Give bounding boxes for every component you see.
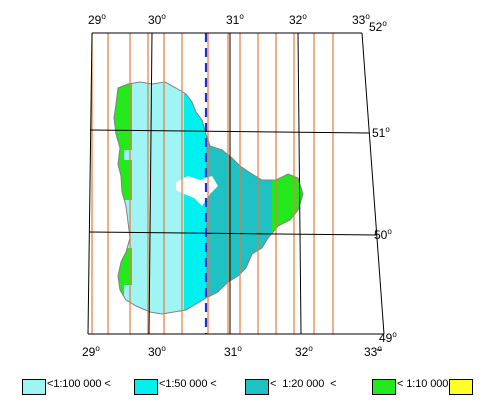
legend-label: <1:50 000 < [159,378,217,390]
bottom-longitude-label: 30o [148,344,166,359]
sheet-strip-lines [91,33,334,334]
zone-patch [124,150,134,160]
graticule-line [89,129,370,134]
right-latitude-label: 50o [374,227,392,242]
bottom-longitude-label: 29o [82,344,100,359]
graticule [87,32,385,335]
legend-item-1-20000: < 1:20 000 < [245,376,360,398]
right-latitude-label: 49o [379,330,397,345]
legend-item-1-100000: <1:100 000 < [22,376,126,398]
legend-label: <1:100 000 < [47,378,111,390]
top-longitude-label: 31o [226,12,244,27]
legend: <1:100 000 < <1:50 000 < < 1:20 000 < < … [22,376,474,398]
legend-swatch [134,379,158,395]
bottom-longitude-label: 31o [224,344,242,359]
right-latitude-label: 52o [369,19,387,34]
top-longitude-label: 29o [88,12,106,27]
legend-item-1-50000: <1:50 000 < [134,376,234,398]
graticule-line [87,32,93,335]
graticule-line [297,32,302,335]
zone-1-10000-east [272,82,303,314]
top-longitude-label: 33o [352,12,370,27]
bottom-longitude-label: 33o [364,344,382,359]
legend-item-1-10000: < 1:10 000 < [372,376,458,398]
graticule-line [88,231,378,236]
legend-item-top-class [449,376,475,398]
legend-swatch [372,379,396,395]
region-outline [113,81,304,315]
right-latitude-label: 51o [372,125,390,140]
legend-label: < 1:20 000 < [270,378,337,390]
graticule-line [361,32,385,335]
bottom-longitude-label: 32o [295,344,313,359]
top-longitude-label: 30o [148,12,166,27]
zone-patch [124,285,134,305]
legend-swatch [449,379,473,395]
legend-swatch [22,379,46,395]
zone-patch [124,200,134,248]
zone-1-100000 [132,82,186,314]
top-longitude-label: 32o [289,12,307,27]
legend-swatch [245,379,269,395]
graticule-line [148,32,153,335]
